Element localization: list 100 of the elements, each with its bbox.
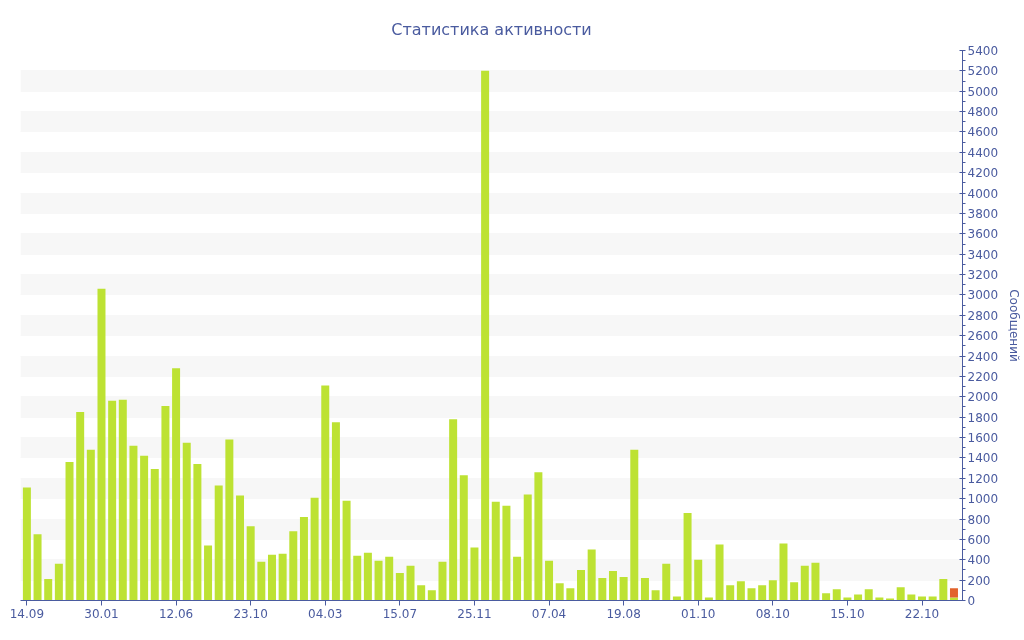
y-tick-label: 3600 (967, 227, 999, 242)
bar (832, 589, 841, 601)
y-tick-label: 4600 (967, 125, 999, 140)
bar (65, 461, 74, 601)
x-tick-label: 19.08 (606, 606, 641, 621)
y-tick-label: 5400 (967, 44, 999, 58)
bar (97, 288, 106, 601)
bar (949, 597, 958, 601)
bar (353, 555, 362, 601)
y-tick-label: 400 (967, 553, 991, 568)
bar (886, 598, 895, 601)
y-tick-label: 3400 (967, 247, 999, 262)
y-tick-label: 0 (967, 594, 976, 608)
bar (704, 597, 713, 601)
y-tick-label: 600 (967, 532, 991, 547)
bar (715, 544, 724, 601)
bar (22, 487, 31, 601)
bar (502, 505, 511, 601)
y-axis-title: Сообщений (1007, 289, 1022, 362)
bar (129, 445, 138, 601)
y-tick-label: 1000 (967, 492, 999, 507)
bar (299, 516, 308, 601)
bar (331, 422, 340, 601)
bar (161, 405, 170, 601)
bar (854, 594, 863, 601)
bar (54, 563, 63, 601)
bar (214, 485, 223, 601)
bar (76, 412, 85, 601)
bar (864, 589, 873, 601)
x-tick-label: 04.03 (308, 606, 343, 621)
bar (225, 439, 234, 601)
bar (321, 385, 330, 601)
y-tick-label: 3000 (967, 288, 999, 303)
x-tick-label: 25.11 (457, 606, 492, 621)
bar (470, 547, 479, 601)
bar (310, 497, 319, 601)
bar (672, 596, 681, 601)
y-tick-label: 4200 (967, 166, 999, 181)
bar (694, 559, 703, 601)
y-tick-label: 1200 (967, 471, 999, 486)
bar (630, 449, 639, 601)
bar (800, 565, 809, 601)
x-tick-label: 15.10 (830, 606, 865, 621)
bar (545, 560, 554, 601)
bar (811, 562, 820, 601)
bar (875, 597, 884, 601)
bar (257, 561, 266, 601)
bar (395, 573, 404, 601)
bar (267, 554, 276, 601)
y-tick-label: 2400 (967, 349, 999, 364)
bar (534, 472, 543, 601)
bar (651, 590, 660, 601)
x-tick-label: 14.09 (9, 606, 45, 621)
x-tick-label: 23.10 (233, 606, 268, 621)
bar (140, 455, 149, 601)
bar (374, 560, 383, 601)
x-tick-label: 15.07 (382, 606, 418, 621)
x-tick-label: 12.06 (158, 606, 194, 621)
chart-title: Статистика активности (391, 20, 592, 39)
y-tick-label: 2800 (967, 308, 999, 323)
bar (619, 577, 628, 601)
y-tick-label: 2600 (967, 329, 999, 344)
x-tick-label: 01.10 (681, 606, 716, 621)
bar (459, 475, 468, 601)
bar (736, 581, 745, 601)
bar (683, 512, 692, 601)
bar (289, 531, 298, 601)
bar (481, 70, 490, 601)
y-tick-label: 2000 (967, 390, 999, 405)
bar (236, 495, 245, 601)
bar (779, 543, 788, 601)
y-tick-label: 5000 (967, 84, 999, 99)
x-tick-label: 22.10 (904, 606, 940, 621)
bar (822, 593, 831, 601)
bar (108, 400, 117, 601)
bar (843, 597, 852, 601)
y-tick-label: 4400 (967, 145, 999, 160)
bar (928, 596, 937, 601)
bar (438, 561, 447, 601)
y-tick-label: 5200 (967, 64, 999, 79)
bar (939, 579, 948, 601)
bar (385, 556, 394, 601)
y-tick-label: 4800 (967, 105, 999, 120)
bar (662, 563, 671, 601)
y-tick-label: 3200 (967, 268, 999, 283)
y-tick-label: 1400 (967, 451, 999, 466)
bar (758, 585, 767, 601)
y-tick-label: 1600 (967, 431, 999, 446)
bar (406, 565, 415, 601)
bar (949, 588, 958, 598)
bar (608, 570, 617, 601)
y-tick-label: 800 (967, 512, 991, 527)
y-tick-label: 2200 (967, 369, 999, 384)
bar (278, 553, 287, 601)
bar (44, 579, 53, 601)
bar (150, 469, 159, 601)
x-tick-label: 07.04 (531, 606, 567, 621)
bar (491, 501, 500, 601)
bar (896, 587, 905, 601)
bar (747, 588, 756, 601)
